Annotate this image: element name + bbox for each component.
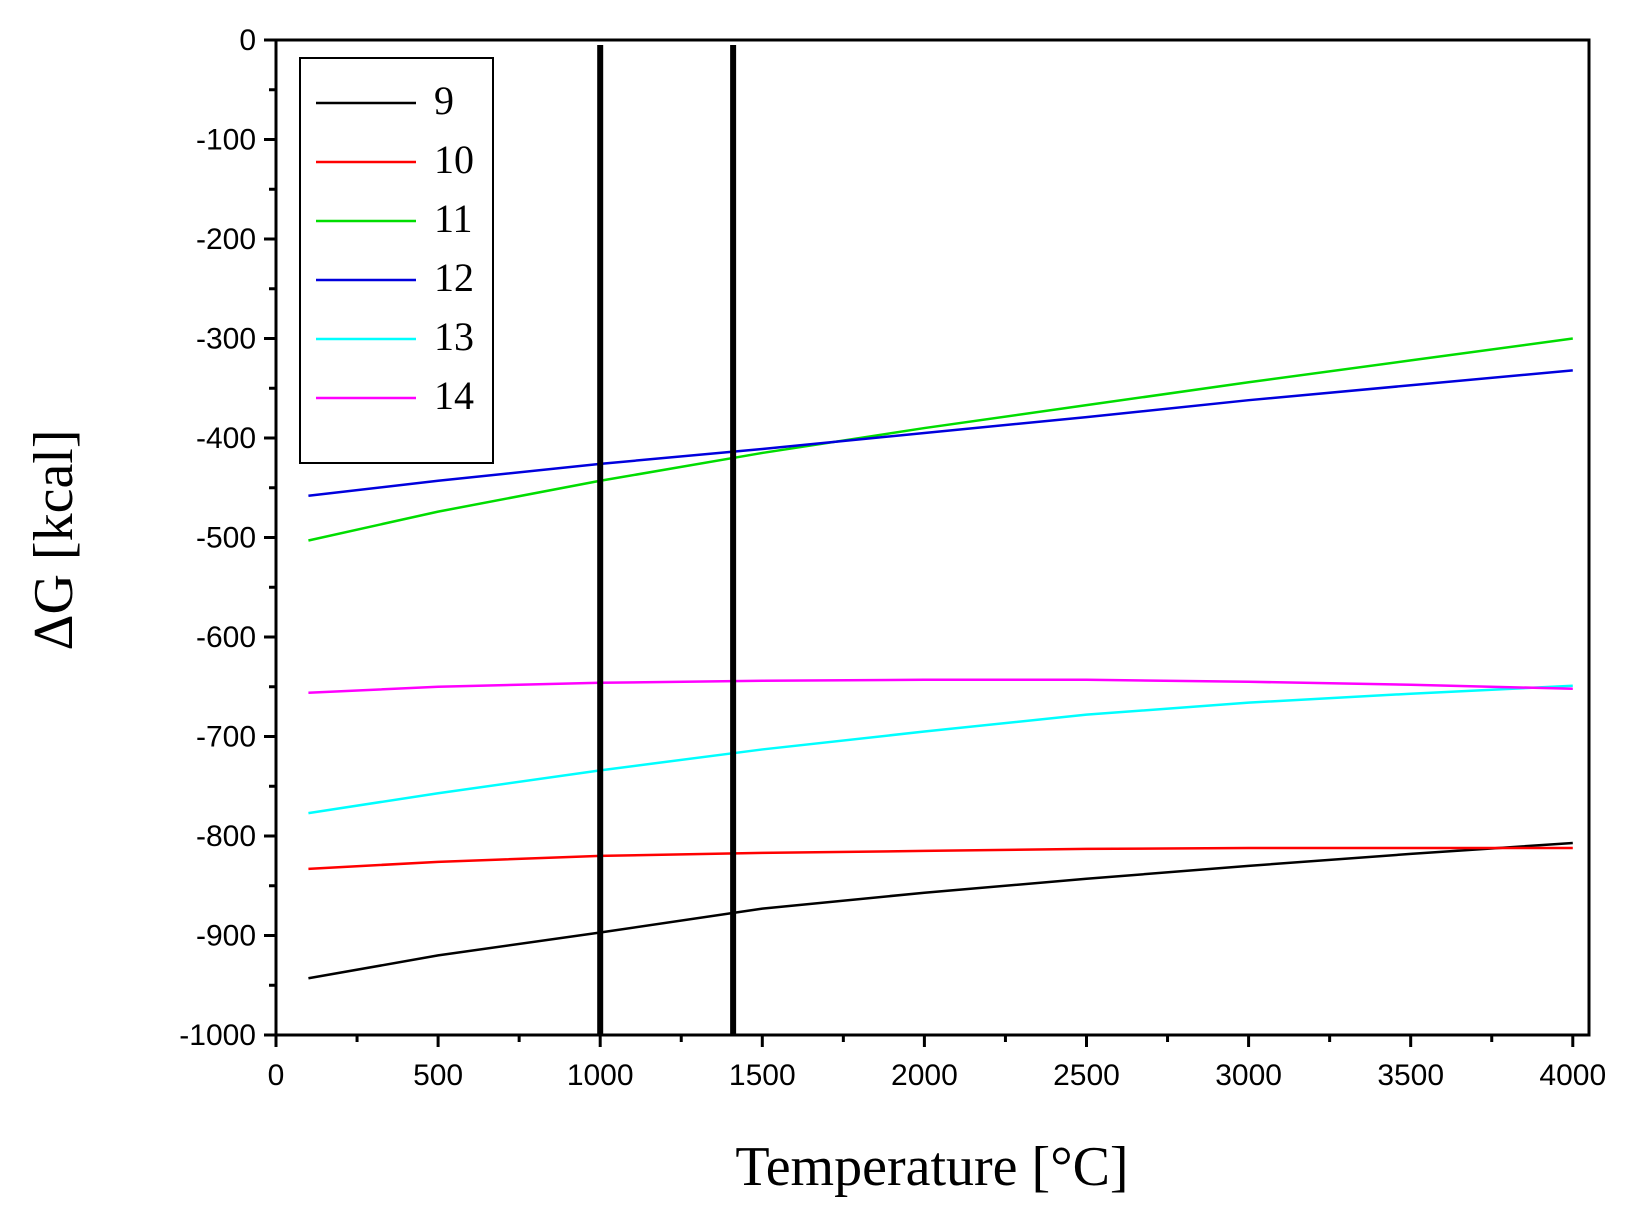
series-line [308,678,1573,694]
legend-label: 9 [434,78,454,123]
series-line [308,841,1573,980]
x-tick-label: 2000 [891,1059,958,1092]
y-tick-label: -300 [196,323,256,356]
series-line [308,684,1573,815]
y-tick-label: -900 [196,920,256,953]
y-tick-label: -1000 [179,1019,256,1052]
legend-label: 12 [434,255,474,300]
series-line [308,369,1573,497]
x-axis-label: Temperature [°C] [735,1136,1128,1198]
x-tick-label: 4000 [1539,1059,1606,1092]
x-tick-label: 1500 [729,1059,796,1092]
legend-box [299,57,494,464]
y-tick-label: -400 [196,422,256,455]
series-line [308,337,1573,542]
legend-label: 14 [434,373,474,418]
series-line [308,846,1573,871]
y-tick-label: -200 [196,223,256,256]
y-tick-label: -100 [196,124,256,157]
x-tick-label: 0 [268,1059,285,1092]
y-axis-label: ΔG [kcal] [23,429,85,650]
legend-label: 13 [434,314,474,359]
plot-frame [274,38,1591,1037]
x-tick-label: 1000 [567,1059,634,1092]
x-tick-label: 3500 [1377,1059,1444,1092]
y-tick-label: -600 [196,621,256,654]
x-tick-label: 2500 [1053,1059,1120,1092]
y-tick-label: -800 [196,820,256,853]
x-tick-label: 3000 [1215,1059,1282,1092]
y-tick-label: 0 [239,24,256,57]
legend-label: 11 [434,196,473,241]
y-tick-label: -500 [196,522,256,555]
y-tick-label: -700 [196,721,256,754]
legend-label: 10 [434,137,474,182]
x-tick-label: 500 [413,1059,463,1092]
